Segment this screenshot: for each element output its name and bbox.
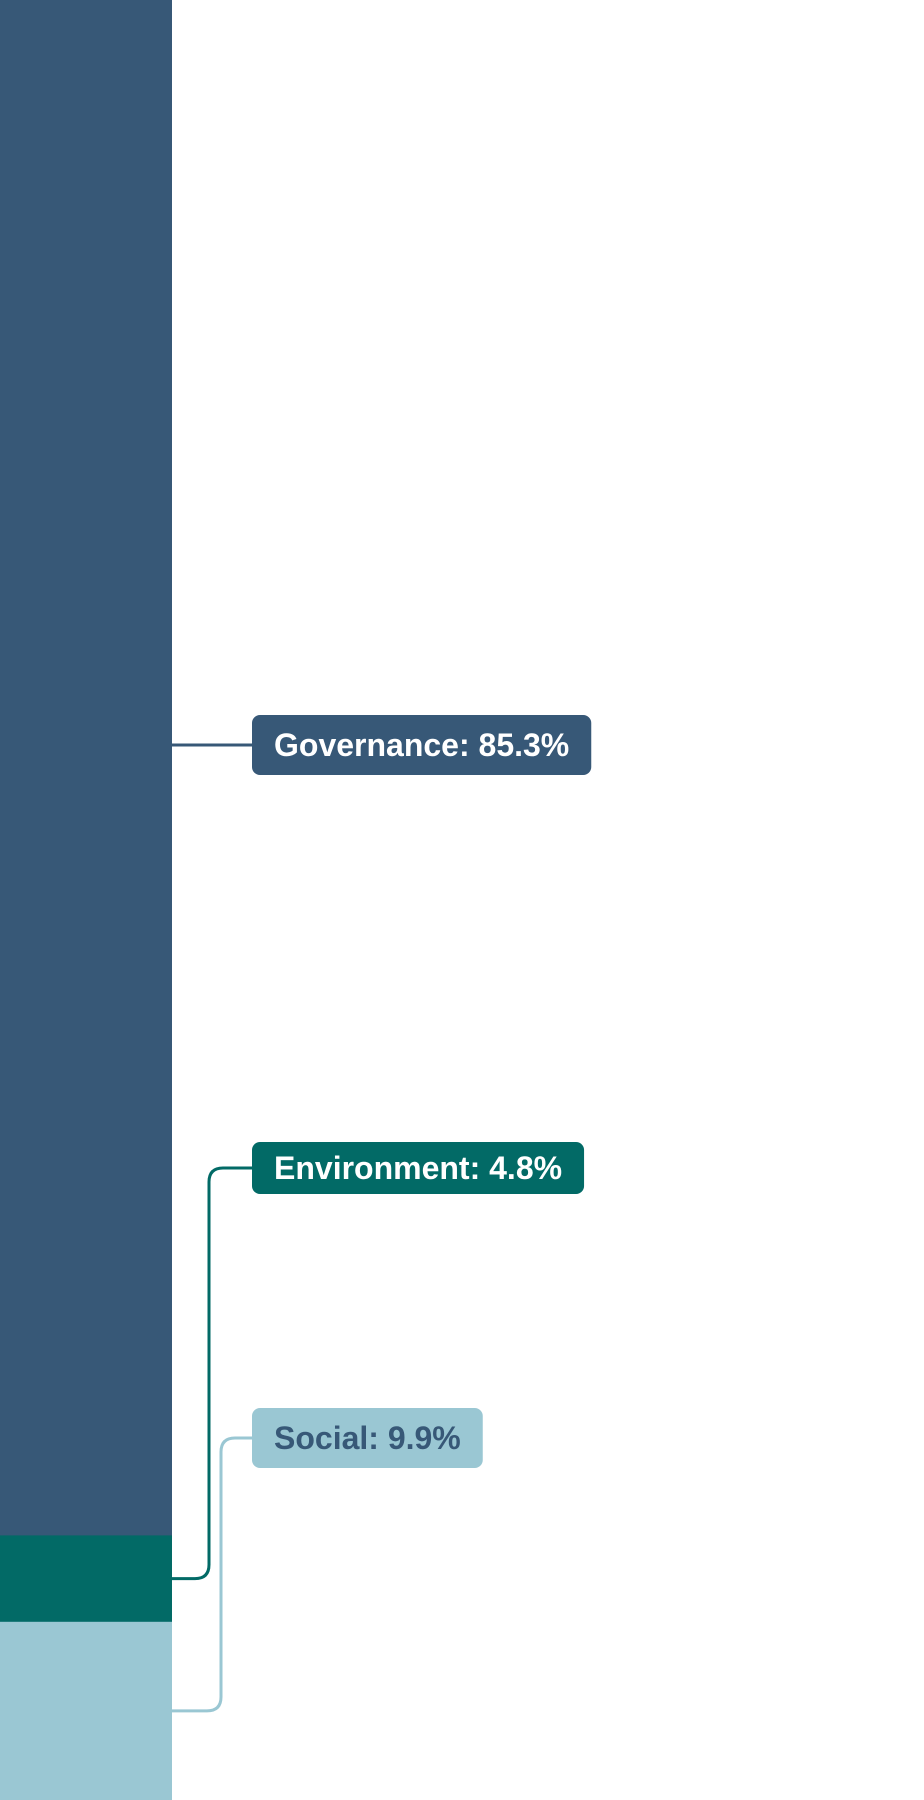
data-label-governance: Governance: 85.3% [252,715,592,775]
data-label-social: Social: 9.9% [252,1408,483,1468]
data-label-text: Social: 9.9% [274,1420,461,1456]
connector-social [172,1436,252,1713]
data-label-environment: Environment: 4.8% [252,1142,585,1194]
data-label-box [252,715,592,775]
bar-segment-social [0,1621,172,1800]
data-labels: Governance: 85.3% Environment: 4.8% Social… [252,715,592,1468]
data-label-box [252,1408,483,1468]
data-label-text: Governance: 85.3% [274,727,569,763]
connector-environment [172,1166,252,1581]
data-label-text: Environment: 4.8% [274,1150,562,1186]
data-label-box [252,1142,585,1194]
bar-segment-governance [0,0,172,1536]
bar-segment-environment [0,1535,172,1623]
bar-segments [0,0,172,1800]
label-connectors [172,743,252,1713]
